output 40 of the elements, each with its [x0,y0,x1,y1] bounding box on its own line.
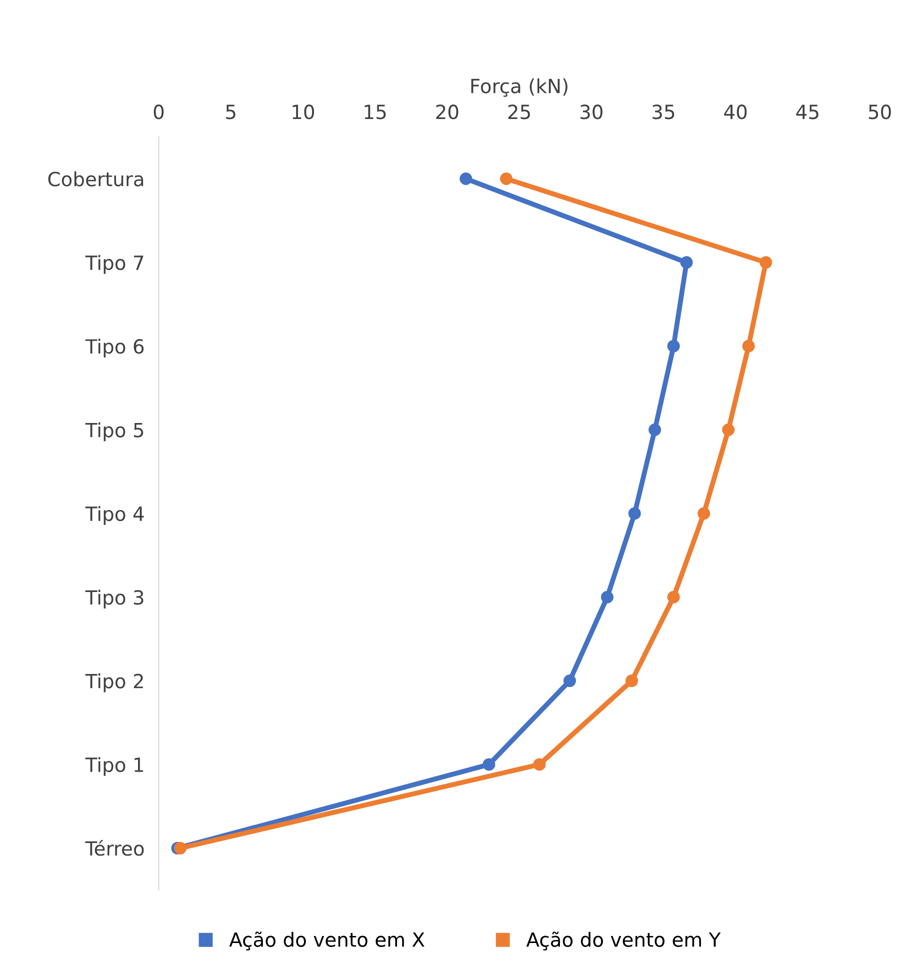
y-tick-label: Tipo 4 [85,506,144,525]
x-tick-label: 45 [796,104,818,120]
y-tick-label: Tipo 7 [85,255,144,274]
x-tick-label: 0 [154,104,164,120]
point [625,674,638,688]
legend-label: Ação do vento em Y [526,932,721,950]
point [174,842,187,854]
point [460,172,472,186]
x-tick-label: 10 [292,104,314,120]
point [533,758,546,771]
point [722,424,735,436]
y-tick-label: Térreo [85,840,144,856]
point [742,340,755,352]
y-tick-label: Tipo 1 [85,757,144,776]
point [667,340,680,352]
x-tick-label: 25 [508,104,530,120]
y-tick-label: Tipo 2 [85,673,143,692]
point [648,424,662,436]
x-tick-label: 50 [868,104,891,120]
point [667,590,680,604]
point [628,507,641,520]
x-axis-title: Força (kN) [471,78,568,97]
x-tick-label: 40 [724,104,747,120]
point [680,256,693,269]
x-tick-label: 35 [652,104,674,120]
point [760,256,772,269]
point [500,172,513,186]
x-tick-label: 5 [226,104,236,120]
y-tick-label: Tipo 3 [85,590,144,609]
y-tick-label: Tipo 5 [85,422,144,442]
x-tick-label: 15 [364,104,386,120]
legend-label: Ação do vento em X [229,932,424,950]
x-tick-label: 20 [436,104,458,120]
point [563,674,576,688]
x-tick-label: 30 [580,104,602,120]
y-tick-label: Cobertura [48,171,144,186]
point [698,507,710,520]
point [600,590,614,604]
y-tick-label: Tipo 6 [85,338,144,358]
point [482,758,496,771]
